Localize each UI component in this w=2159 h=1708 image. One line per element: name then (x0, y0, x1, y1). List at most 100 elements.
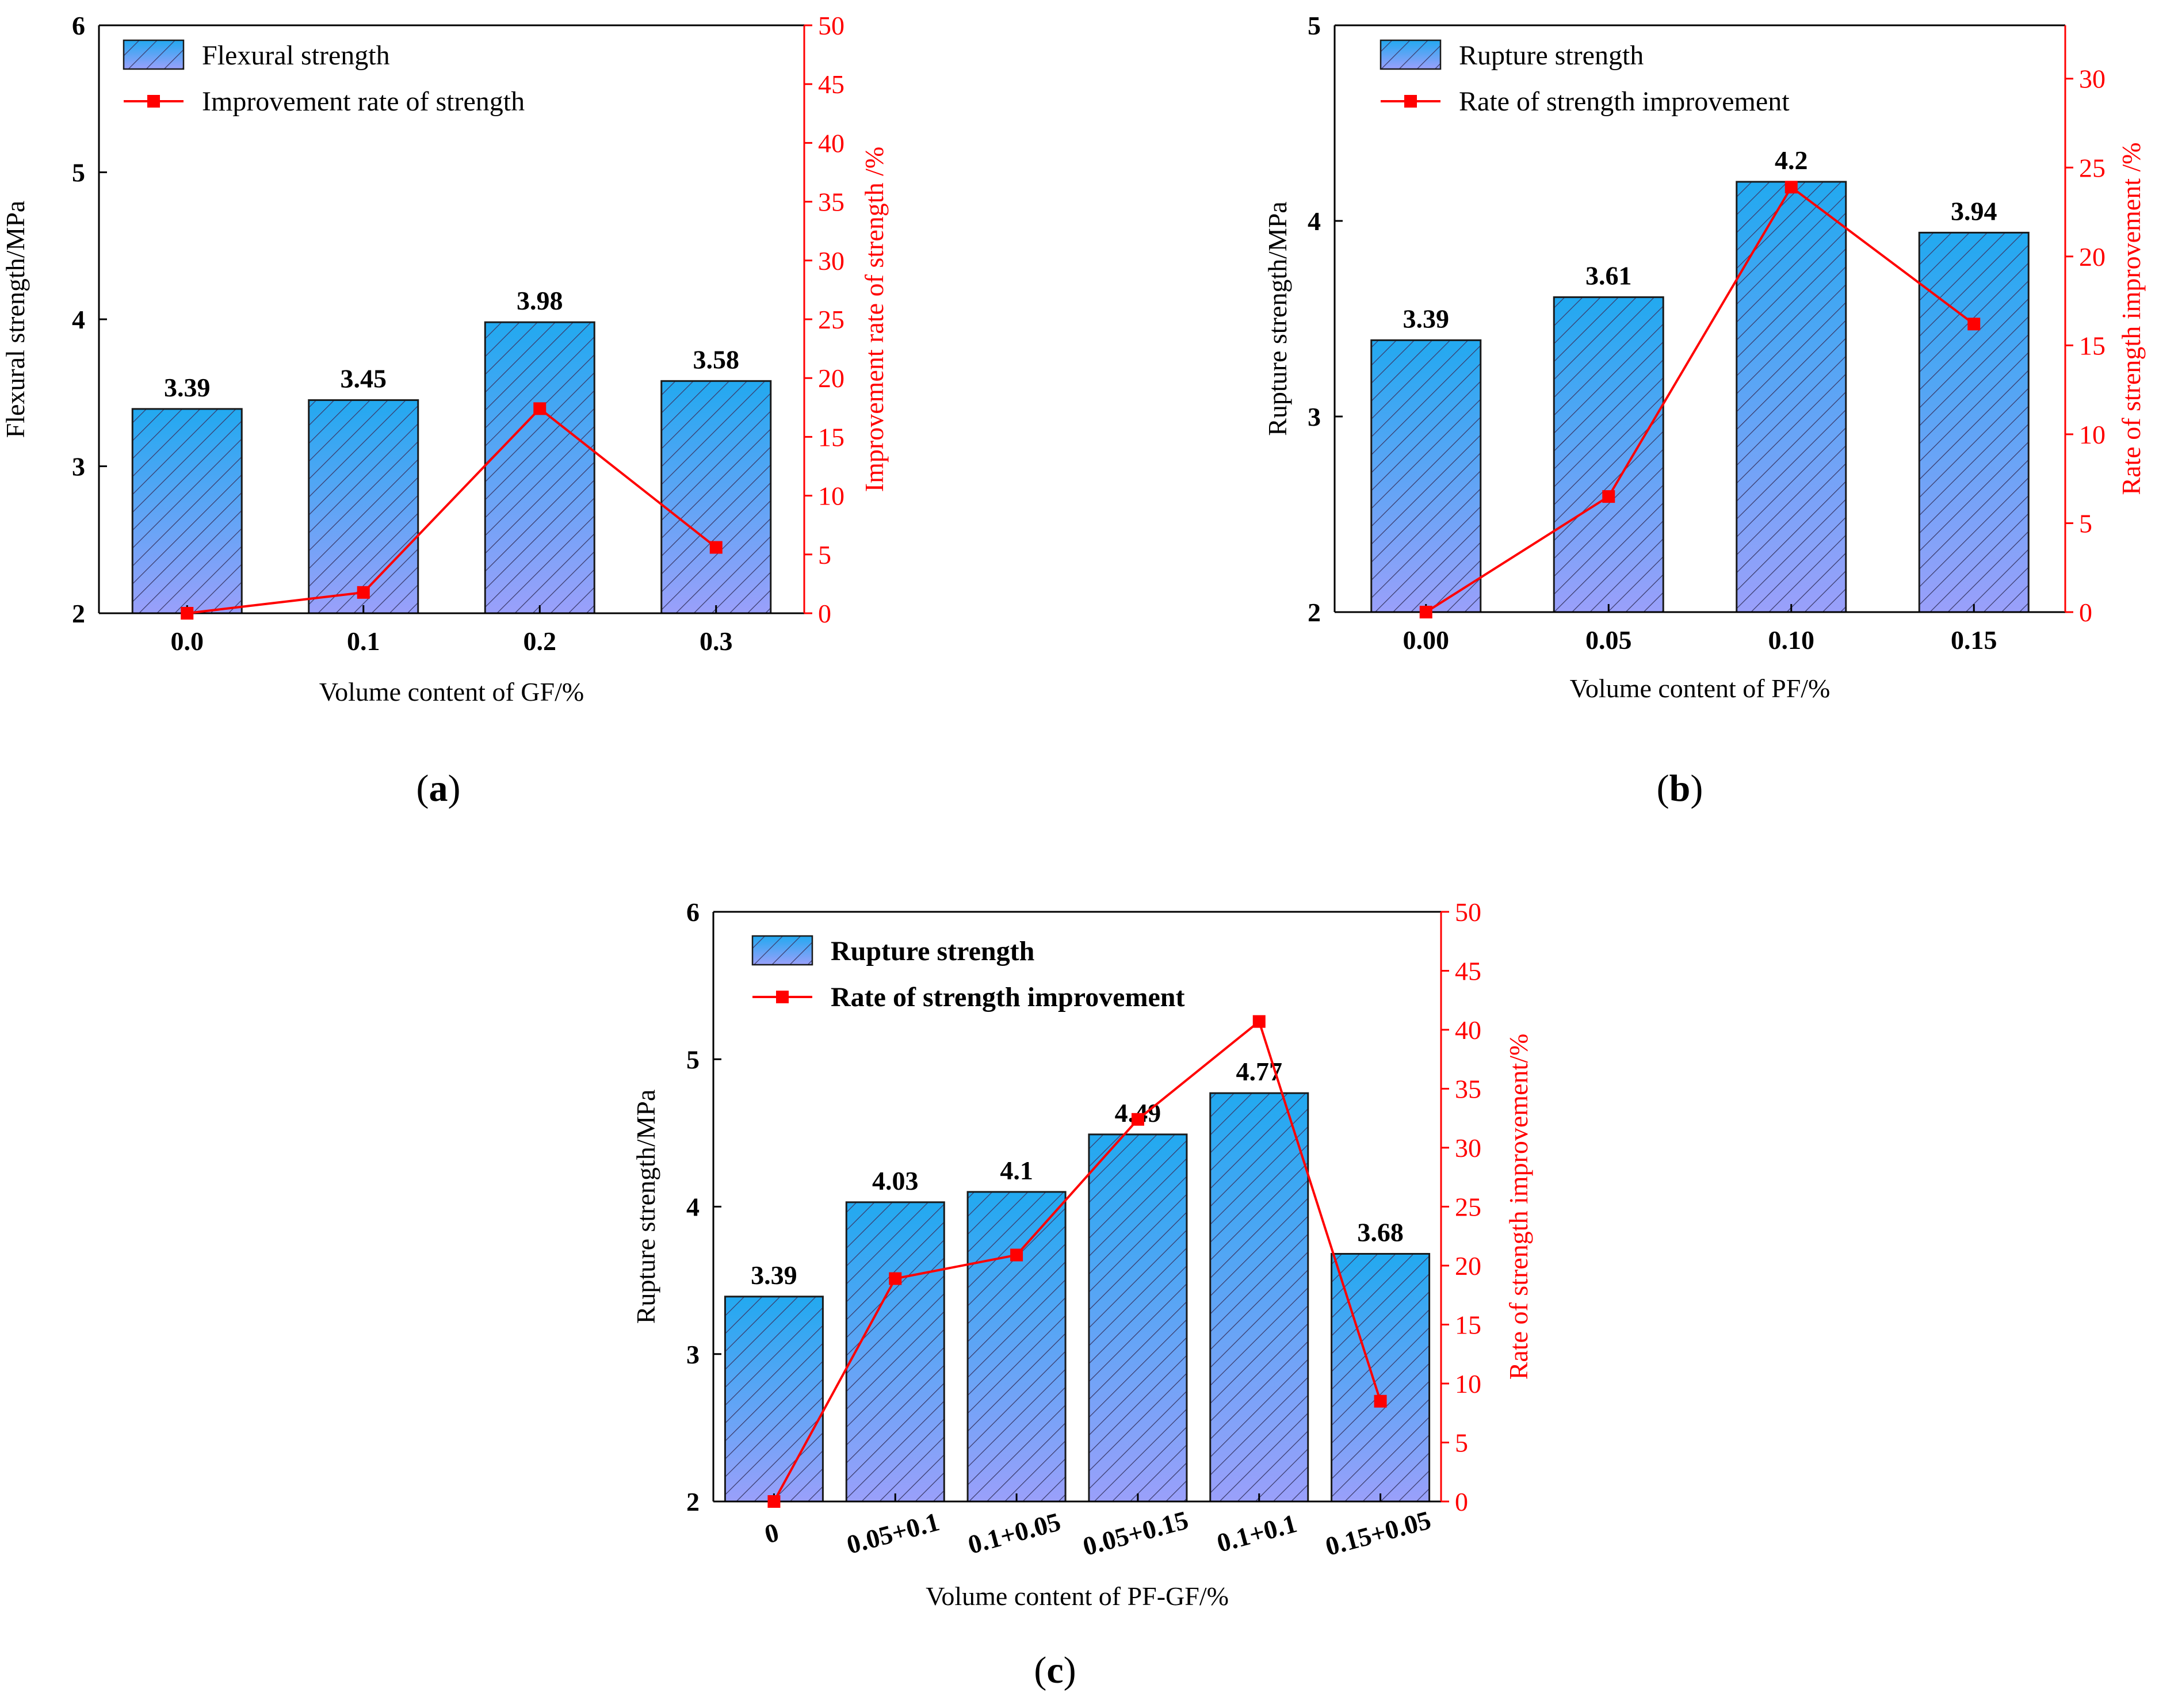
ytick-label-b-3: 5 (1308, 11, 1321, 40)
xtick-label-b-3: 0.15 (1951, 625, 1997, 655)
data-label-b-3: 3.94 (1951, 196, 1997, 226)
data-label-c-5: 3.68 (1357, 1218, 1404, 1247)
y2tick-label-a-3: 15 (818, 422, 845, 452)
ylabel-c: Rupture strength/MPa (631, 1090, 660, 1324)
xlabel-a: Volume content of GF/% (319, 677, 584, 706)
y2tick-label-b-5: 25 (2079, 153, 2105, 182)
legend-line-marker-b (1404, 95, 1417, 108)
line-point-c-0 (767, 1495, 781, 1508)
y2tick-label-c-9: 45 (1455, 957, 1481, 986)
ytick-label-c-0: 2 (686, 1487, 700, 1516)
y2tick-label-a-5: 25 (818, 305, 845, 334)
legend-line-marker-c (776, 991, 789, 1003)
xtick-label-b-2: 0.10 (1768, 625, 1815, 655)
bar-hatch-b-3 (1918, 231, 2030, 613)
y2tick-label-c-1: 5 (1455, 1428, 1468, 1458)
improvement-line-c (773, 1019, 1382, 1502)
legend-label-line-a: Improvement rate of strength (202, 86, 525, 117)
y2tick-label-c-6: 30 (1455, 1133, 1481, 1163)
bar-hatch-c-2 (966, 1191, 1067, 1503)
bar-hatch-b-2 (1736, 181, 1847, 613)
xtick-label-a-2: 0.2 (523, 626, 557, 656)
data-label-b-2: 4.2 (1775, 146, 1808, 175)
y2tick-label-a-8: 40 (818, 128, 845, 158)
line-point-c-1 (889, 1272, 902, 1285)
ytick-label-a-2: 4 (72, 305, 85, 334)
legend-label-line-c: Rate of strength improvement (831, 982, 1184, 1012)
panel-label-c: (c) (1034, 1649, 1076, 1691)
y2tick-label-a-4: 20 (818, 364, 845, 393)
legend-label-bar-c: Rupture strength (831, 936, 1034, 966)
chart-panel-c: 3.394.03 4.14.494.773.6823456051015202530… (631, 897, 1533, 1691)
y2tick-label-c-3: 15 (1455, 1310, 1481, 1340)
y2tick-label-c-7: 35 (1455, 1075, 1481, 1104)
y2tick-label-a-6: 30 (818, 246, 845, 276)
y2tick-label-a-9: 45 (818, 70, 845, 99)
ytick-label-b-2: 4 (1308, 207, 1321, 236)
xtick-label-a-0: 0.0 (171, 626, 204, 656)
y2tick-label-a-2: 10 (818, 482, 845, 511)
legend-bar-hatch-a (123, 39, 185, 70)
bar-hatch-b-1 (1553, 296, 1664, 613)
ytick-label-b-1: 3 (1308, 402, 1321, 431)
line-point-c-4 (1252, 1015, 1266, 1028)
ylabel-a: Flexural strength/MPa (1, 201, 30, 438)
line-point-a-0 (181, 607, 194, 620)
chart-panel-a: 3.39 3.453.983.58234560510152025303540455… (1, 11, 889, 809)
xtick-label-a-3: 0.3 (700, 626, 733, 656)
data-label-a-2: 3.98 (517, 286, 563, 315)
improvement-line-a (187, 407, 717, 614)
legend-bar-hatch-c (751, 935, 813, 966)
y2tick-label-c-0: 0 (1455, 1487, 1468, 1516)
line-point-b-0 (1419, 606, 1432, 618)
line-point-a-2 (533, 402, 547, 415)
y2tick-label-a-7: 35 (818, 188, 845, 217)
line-point-c-5 (1374, 1394, 1387, 1408)
data-label-b-0: 3.39 (1403, 304, 1450, 333)
panel-label-b: (b) (1657, 767, 1703, 809)
ytick-label-a-3: 5 (72, 158, 85, 188)
ytick-label-a-0: 2 (72, 599, 85, 628)
xtick-label-c-5: 0.15+0.05 (1323, 1505, 1434, 1561)
xlabel-b: Volume content of PF/% (1570, 674, 1831, 703)
y2tick-label-a-0: 0 (818, 599, 831, 628)
ytick-label-b-0: 2 (1308, 598, 1321, 627)
data-label-a-1: 3.45 (341, 364, 387, 393)
bar-hatch-c-3 (1088, 1133, 1188, 1503)
line-point-a-1 (357, 586, 370, 599)
line-point-b-1 (1602, 490, 1615, 503)
improvement-line-b (1425, 185, 1975, 613)
xtick-label-b-1: 0.05 (1585, 625, 1632, 655)
y2label-b: Rate of strength improvement /% (2116, 142, 2146, 495)
legend-label-line-b: Rate of strength improvement (1459, 86, 1790, 117)
xlabel-c: Volume content of PF-GF/% (926, 1581, 1229, 1611)
data-label-c-2: 4.1 (1000, 1156, 1033, 1185)
y2tick-label-c-2: 10 (1455, 1369, 1481, 1399)
data-label-a-3: 3.58 (693, 345, 740, 374)
legend-bar-hatch-b (1380, 39, 1442, 70)
bar-hatch-a-2 (484, 321, 595, 614)
bar-hatch-b-0 (1370, 339, 1482, 613)
y2label-a: Improvement rate of strength /% (859, 147, 889, 492)
xtick-label-c-4: 0.1+0.1 (1214, 1508, 1300, 1558)
ytick-label-c-3: 5 (686, 1045, 700, 1074)
legend-label-bar-a: Flexural strength (202, 40, 390, 71)
xtick-label-c-1: 0.05+0.1 (843, 1507, 942, 1560)
data-label-c-1: 4.03 (872, 1166, 919, 1195)
y2tick-label-c-10: 50 (1455, 897, 1481, 927)
y2tick-label-c-4: 20 (1455, 1251, 1481, 1281)
y2label-c: Rate of strength improvement/% (1504, 1034, 1533, 1380)
ytick-label-a-4: 6 (72, 11, 85, 40)
bar-hatch-c-4 (1209, 1092, 1309, 1503)
y2tick-label-b-0: 0 (2079, 598, 2092, 627)
panel-label-a: (a) (416, 767, 461, 809)
data-label-c-0: 3.39 (751, 1260, 797, 1290)
data-label-b-1: 3.61 (1585, 261, 1632, 291)
xtick-label-b-0: 0.00 (1403, 625, 1450, 655)
xtick-label-c-0: 0 (762, 1517, 782, 1549)
ytick-label-c-2: 4 (686, 1193, 700, 1222)
legend-label-bar-b: Rupture strength (1459, 40, 1644, 71)
y2tick-label-a-10: 50 (818, 11, 845, 40)
xtick-label-a-1: 0.1 (347, 626, 380, 656)
ylabel-b: Rupture strength/MPa (1263, 201, 1292, 436)
